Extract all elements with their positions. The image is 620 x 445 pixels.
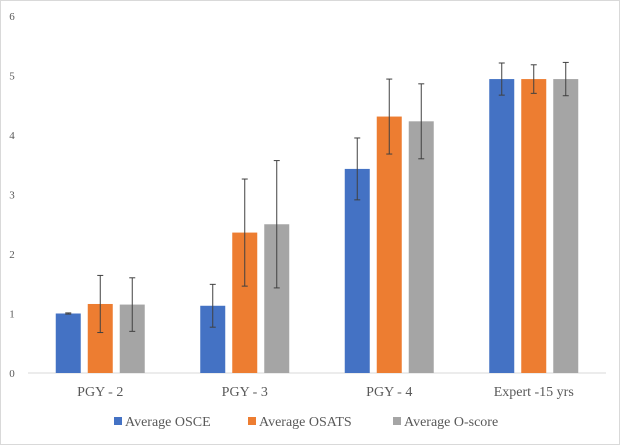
legend-label: Average O-score (404, 415, 498, 430)
bar (376, 116, 402, 374)
y-tick-label: 6 (9, 11, 15, 23)
legend-swatch (248, 417, 256, 425)
y-tick-label: 2 (9, 249, 15, 261)
x-tick-label: PGY - 3 (222, 385, 268, 400)
y-tick-label: 4 (9, 130, 15, 142)
y-tick-label: 0 (9, 368, 15, 380)
y-tick-label: 1 (9, 309, 15, 321)
bar (55, 313, 81, 373)
bar (521, 79, 547, 373)
bar (408, 121, 434, 373)
bar (489, 79, 515, 373)
x-tick-label: PGY - 2 (77, 385, 123, 400)
legend-swatch (114, 417, 122, 425)
bar (553, 79, 579, 373)
bar (344, 168, 370, 373)
legend-swatch (393, 417, 401, 425)
legend-label: Average OSATS (259, 415, 352, 430)
y-tick-label: 3 (9, 190, 15, 202)
x-tick-label: PGY - 4 (366, 385, 412, 400)
y-tick-label: 5 (9, 71, 15, 83)
x-tick-label: Expert -15 yrs (494, 385, 574, 400)
legend-label: Average OSCE (125, 415, 211, 430)
